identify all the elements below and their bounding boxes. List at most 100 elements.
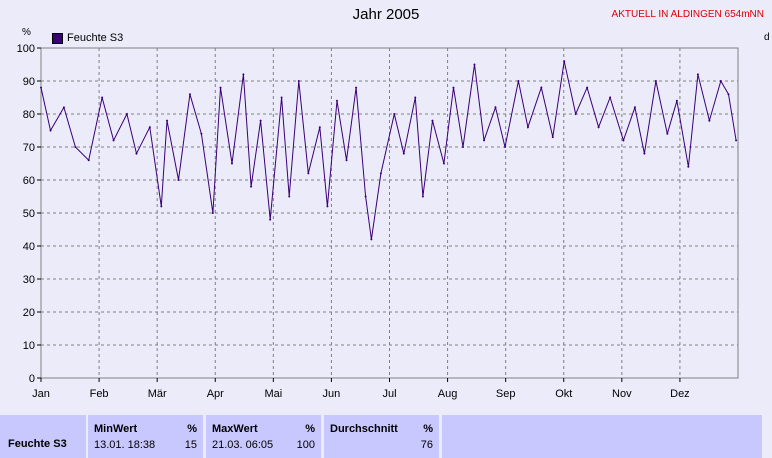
- data-point: [393, 113, 396, 115]
- y-tick-label: 80: [23, 109, 35, 121]
- stats-empty-cell: [442, 415, 762, 458]
- data-point: [462, 146, 465, 148]
- data-point: [101, 96, 104, 99]
- data-point: [654, 80, 657, 82]
- series-points: [40, 60, 738, 241]
- data-point: [687, 165, 690, 168]
- y-tick-label: 20: [23, 307, 35, 319]
- data-point: [622, 139, 625, 142]
- y-tick-label: 100: [17, 43, 35, 55]
- data-point: [504, 146, 507, 148]
- data-point: [326, 205, 329, 208]
- data-point: [402, 152, 405, 155]
- station-label: AKTUELL IN ALDINGEN 654mNN: [611, 9, 764, 20]
- stats-max-cell: MaxWert % 21.03. 06:05 100: [206, 415, 321, 458]
- data-point: [696, 73, 699, 76]
- x-tick-label: Jul: [382, 388, 396, 400]
- data-point: [148, 126, 151, 129]
- stats-max-header: MaxWert: [212, 423, 258, 435]
- data-point: [483, 139, 486, 142]
- data-point: [526, 126, 529, 129]
- data-point: [335, 99, 338, 102]
- data-point: [125, 113, 128, 115]
- y-axis: 0 10 20 30 40 50 60 70 80 90 100: [17, 43, 41, 385]
- y-tick-label: 50: [23, 208, 35, 220]
- data-point: [452, 86, 455, 89]
- humidity-chart: 0 10 20 30 40 50 60 70 80 90 100 Jan Feb Mär Apr Mai Ju…: [17, 43, 739, 400]
- data-point: [370, 238, 373, 241]
- x-tick-label: Sep: [496, 388, 516, 400]
- data-point: [563, 60, 566, 63]
- stats-avg-cell: Durchschnitt % 76: [324, 415, 439, 458]
- data-point: [735, 139, 738, 142]
- x-tick-label: Jun: [323, 388, 341, 400]
- stats-avg-header: Durchschnitt: [330, 423, 398, 435]
- data-point: [177, 179, 180, 181]
- data-point: [431, 119, 434, 122]
- data-point: [211, 212, 214, 214]
- data-point: [414, 96, 417, 99]
- data-point: [318, 126, 321, 129]
- x-tick-label: Aug: [438, 388, 458, 400]
- data-point: [494, 106, 497, 109]
- x-tick-label: Okt: [555, 388, 572, 400]
- data-point: [421, 195, 424, 198]
- data-point: [719, 80, 722, 82]
- data-point: [708, 119, 711, 122]
- grid: [41, 48, 738, 378]
- data-point: [62, 106, 65, 109]
- data-point: [280, 96, 283, 99]
- data-point: [379, 172, 382, 175]
- x-tick-label: Dez: [670, 388, 690, 400]
- stats-row-label: Feuchte S3: [8, 438, 67, 450]
- data-point: [74, 146, 77, 148]
- stats-max-value: 100: [296, 439, 315, 451]
- x-axis: Jan Feb Mär Apr Mai Jun Jul Aug Sep Okt Nov Dez: [32, 378, 690, 400]
- data-point: [307, 172, 310, 175]
- data-point: [269, 218, 272, 221]
- stats-max-unit: %: [305, 423, 315, 435]
- y-tick-label: 10: [23, 340, 35, 352]
- data-point: [666, 132, 669, 135]
- y-tick-label: 0: [29, 373, 35, 385]
- data-point: [160, 205, 163, 208]
- data-point: [288, 195, 291, 198]
- data-point: [643, 152, 646, 155]
- stats-avg-value: 76: [420, 439, 433, 451]
- stats-min-header: MinWert: [94, 423, 138, 435]
- y-axis-unit: %: [22, 27, 31, 38]
- y-tick-label: 90: [23, 76, 35, 88]
- data-point: [727, 93, 730, 96]
- stats-min-value: 15: [184, 439, 197, 451]
- stats-min-unit: %: [187, 423, 197, 435]
- data-point: [135, 152, 138, 155]
- legend-swatch: [52, 32, 63, 44]
- x-tick-label: Mai: [264, 388, 282, 400]
- data-point: [540, 86, 543, 89]
- data-point: [49, 129, 52, 132]
- data-point: [442, 162, 445, 165]
- data-point: [355, 86, 358, 89]
- stats-min-date: 13.01. 18:38: [94, 439, 156, 451]
- data-point: [200, 132, 203, 135]
- data-point: [675, 99, 678, 102]
- x-tick-label: Jan: [32, 388, 50, 400]
- stats-min-cell: MinWert % 13.01. 18:38 15: [88, 415, 203, 458]
- y-tick-label: 60: [23, 175, 35, 187]
- data-point: [166, 119, 169, 122]
- data-point: [364, 195, 367, 198]
- y-tick-label: 40: [23, 241, 35, 253]
- data-point: [633, 106, 636, 109]
- data-point: [242, 73, 245, 76]
- data-point: [574, 113, 577, 115]
- x-tick-label: Mär: [148, 388, 167, 400]
- x-tick-label: Nov: [612, 388, 632, 400]
- data-point: [219, 86, 222, 89]
- x-tick-label: Feb: [90, 388, 109, 400]
- data-point: [250, 185, 253, 188]
- x-tick-label: Apr: [207, 388, 224, 400]
- data-point: [517, 80, 520, 82]
- data-point: [551, 136, 554, 139]
- data-point: [297, 80, 300, 82]
- data-point: [586, 86, 589, 89]
